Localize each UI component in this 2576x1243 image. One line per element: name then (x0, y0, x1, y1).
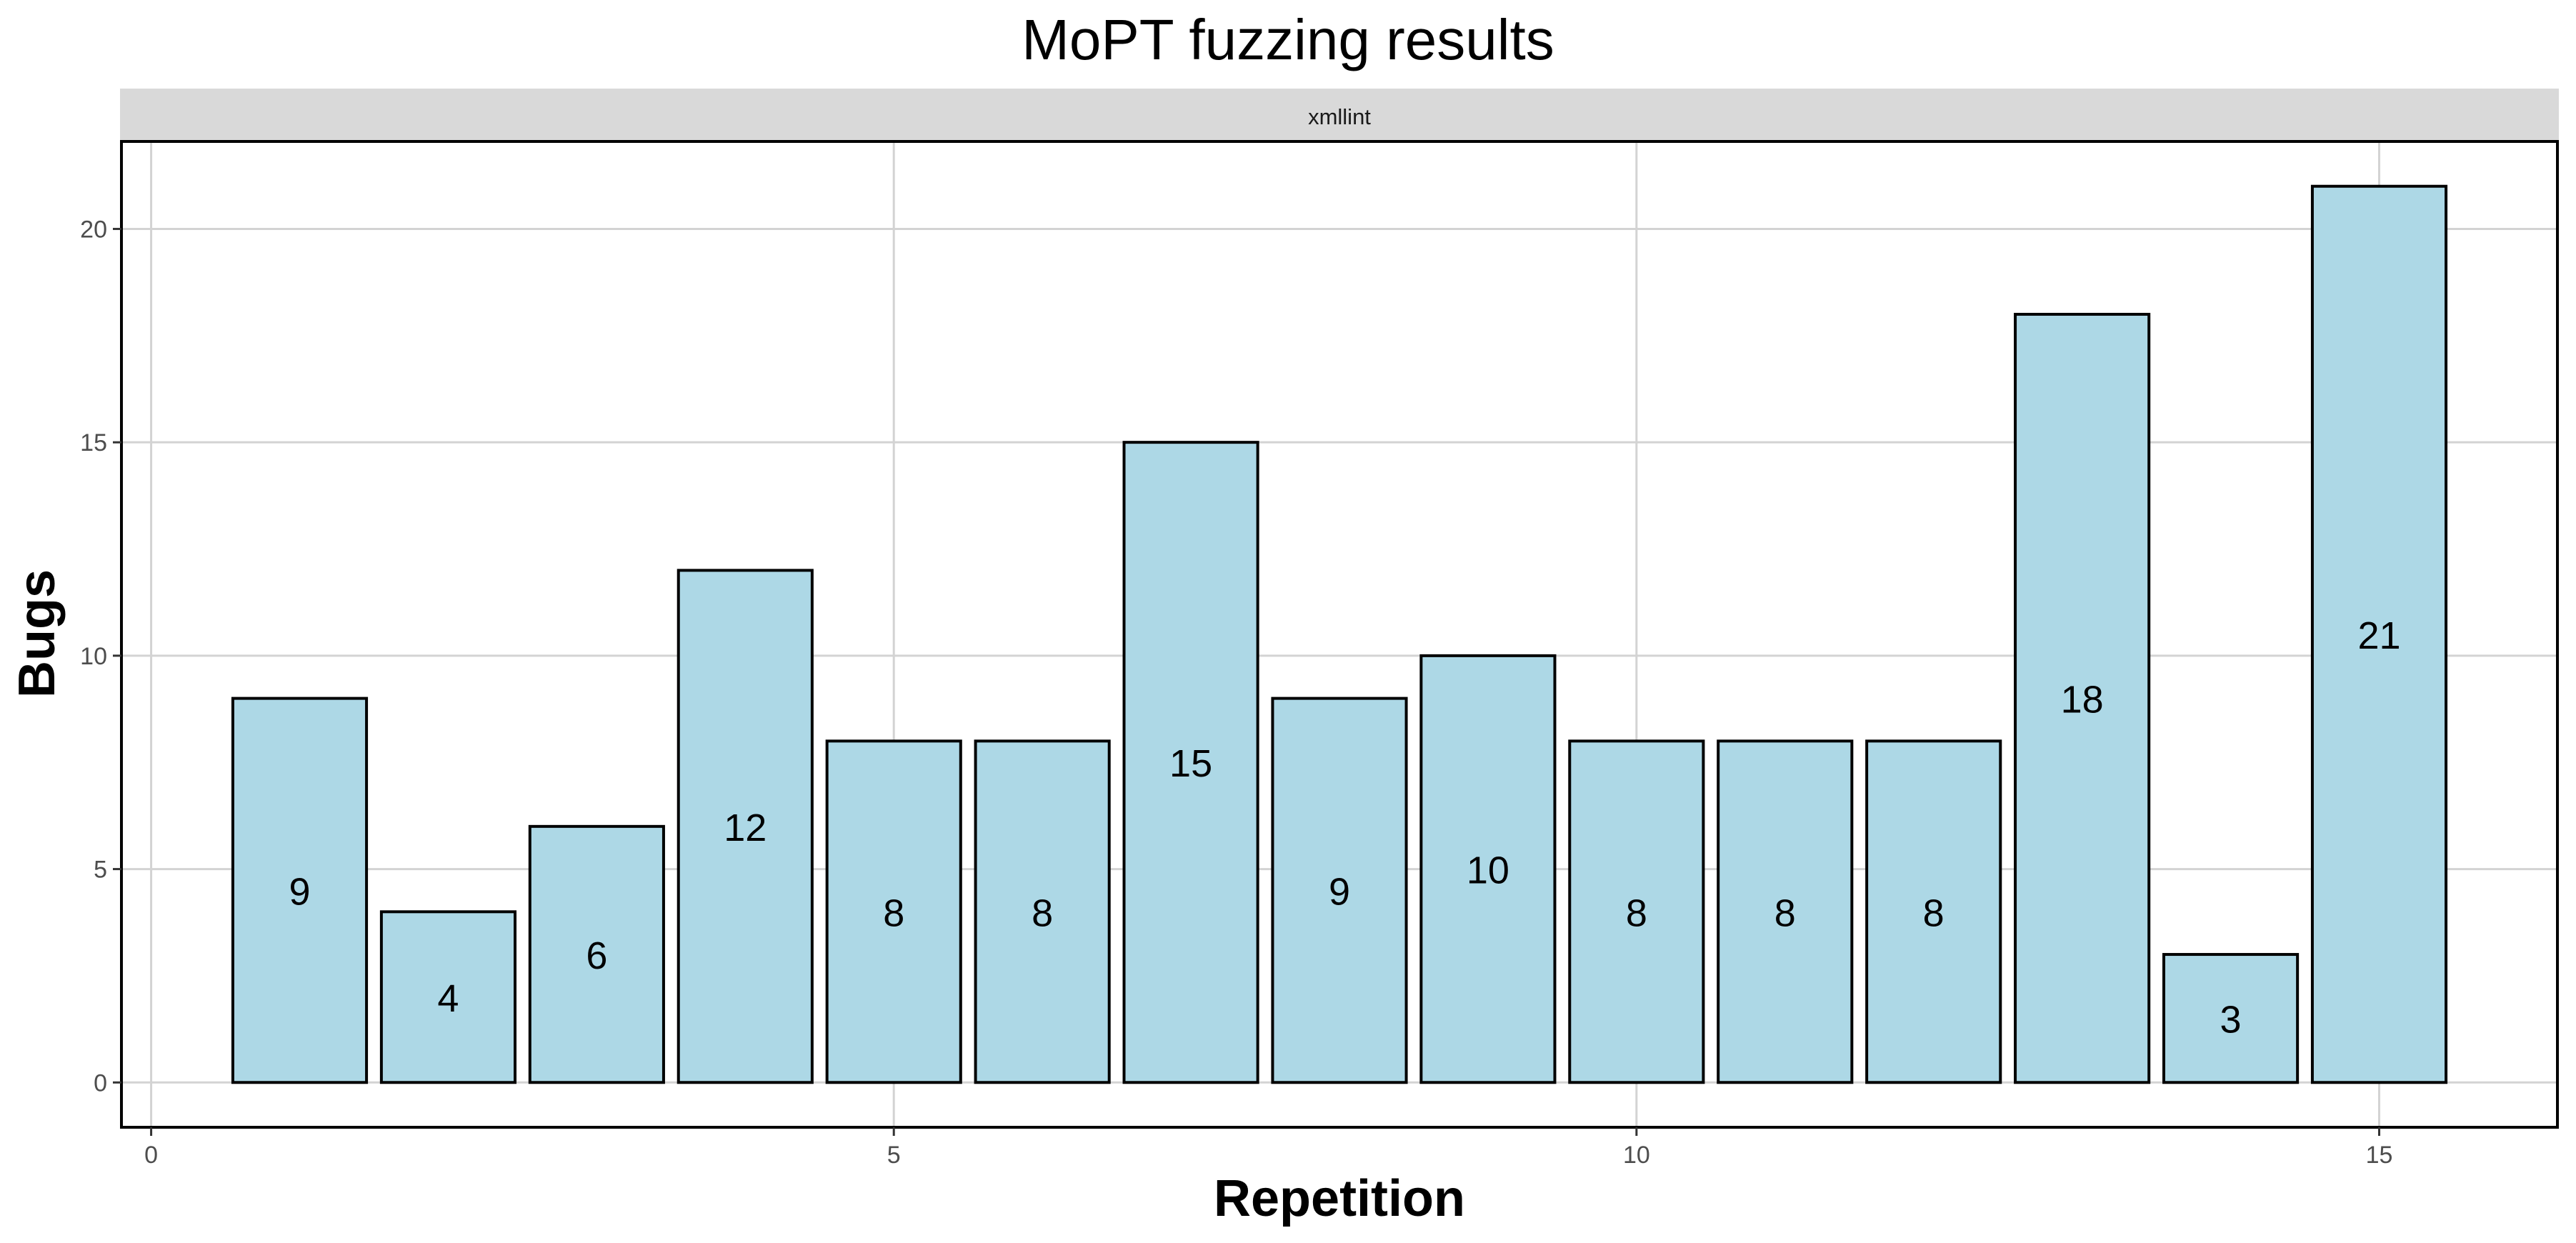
bar-value-label: 15 (1169, 742, 1212, 785)
bar-value-label: 3 (2220, 999, 2242, 1042)
bar (231, 697, 369, 1084)
bar (974, 739, 1111, 1084)
bar-value-label: 9 (1329, 870, 1350, 913)
bar (1717, 739, 1854, 1084)
bar (2310, 184, 2448, 1084)
y-tick-label: 5 (94, 857, 107, 884)
bar-labels: 9 4 6 12 8 8 15 9 10 8 8 8 18 3 21 (289, 614, 2400, 1042)
bar-value-label: 21 (2357, 614, 2400, 657)
x-tick-label: 0 (144, 1142, 158, 1169)
bar (528, 824, 665, 1084)
bar (1865, 739, 2002, 1084)
bar (1568, 739, 1705, 1084)
bar-value-label: 8 (1774, 892, 1796, 934)
x-tick-label: 5 (887, 1142, 901, 1169)
x-axis-label: Repetition (1214, 1170, 1465, 1227)
bar-value-label: 8 (883, 892, 904, 934)
bar (1122, 441, 1259, 1084)
chart-title: MoPT fuzzing results (1022, 8, 1554, 71)
bar-value-label: 8 (1923, 892, 1945, 934)
facet-strip (120, 89, 2559, 141)
bar-value-label: 4 (437, 977, 459, 1020)
bar-value-label: 8 (1032, 892, 1053, 934)
bar (1419, 654, 1557, 1084)
bar (825, 739, 962, 1084)
bar (2162, 953, 2300, 1084)
axis-ticks: 0 5 10 15 20 0 5 10 15 (80, 216, 2392, 1169)
bar (379, 910, 517, 1084)
y-tick-label: 0 (94, 1069, 107, 1097)
x-tick-label: 10 (1623, 1142, 1650, 1169)
bar-value-label: 9 (289, 870, 310, 913)
bar-value-label: 12 (724, 807, 767, 849)
bar-value-label: 10 (1467, 849, 1509, 892)
bar (2014, 312, 2151, 1084)
panel-border (120, 140, 2559, 1129)
y-tick-label: 15 (80, 429, 107, 456)
bar-value-label: 6 (586, 934, 607, 977)
y-tick-label: 10 (80, 643, 107, 670)
y-axis-label: Bugs (9, 569, 66, 698)
bar (1271, 697, 1408, 1084)
bars (231, 184, 2448, 1084)
bar-value-label: 18 (2061, 679, 2104, 722)
bar-value-label: 8 (1626, 892, 1647, 934)
bar (677, 569, 814, 1084)
facet-strip-label: xmllint (1308, 104, 1371, 129)
y-tick-label: 20 (80, 216, 107, 243)
x-tick-label: 15 (2366, 1142, 2393, 1169)
